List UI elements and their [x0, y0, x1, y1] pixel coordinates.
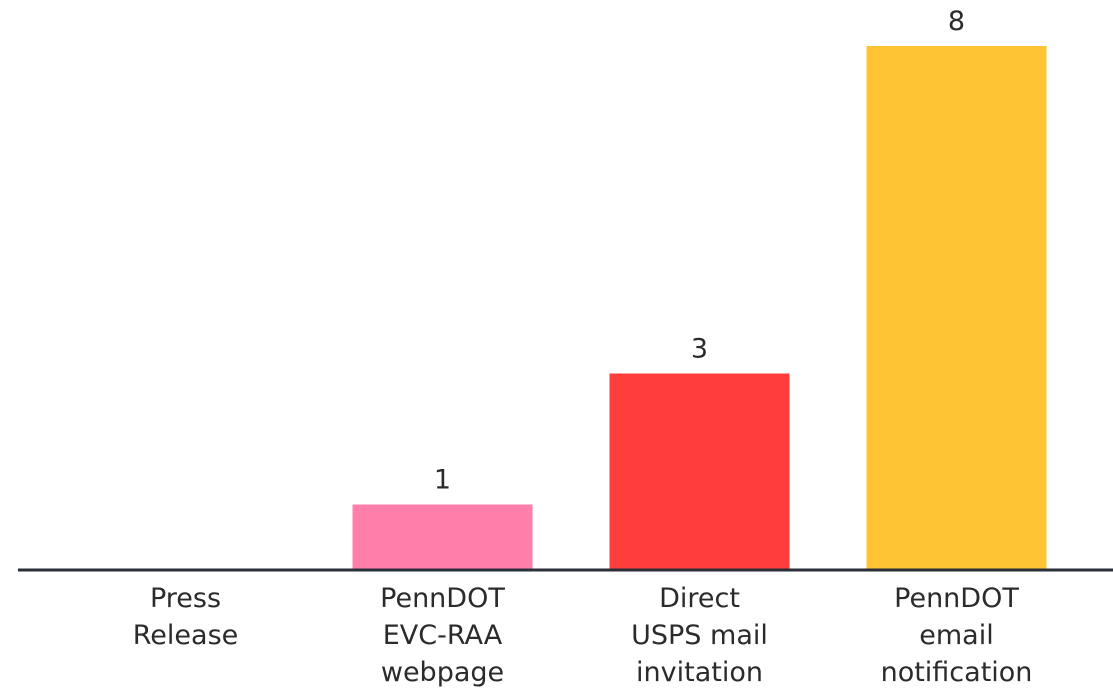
x-tick-label: Release — [133, 620, 239, 651]
bar — [866, 46, 1047, 570]
data-label: 8 — [948, 6, 965, 37]
x-tick-label: email — [919, 620, 993, 651]
x-tick-label: webpage — [381, 657, 504, 688]
data-label: 1 — [434, 465, 451, 496]
bar — [609, 373, 790, 570]
x-tick-label: EVC-RAA — [383, 620, 503, 651]
x-tick-label: Direct — [659, 583, 740, 614]
x-tick-label: PennDOT — [894, 583, 1019, 614]
data-label: 3 — [691, 334, 708, 365]
x-tick-label: invitation — [636, 657, 763, 688]
x-tick-label: notification — [881, 657, 1033, 688]
bar — [352, 504, 533, 570]
x-tick-label: Press — [150, 583, 221, 614]
x-tick-label: PennDOT — [380, 583, 505, 614]
x-tick-label: USPS mail — [631, 620, 768, 651]
